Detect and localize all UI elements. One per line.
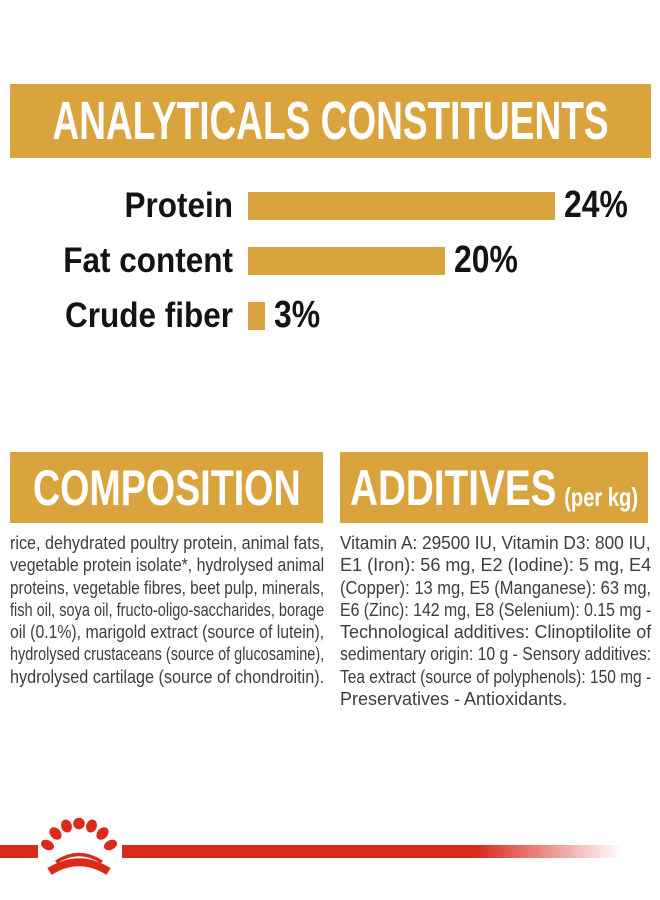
chart-label-fat-content: Fat content xyxy=(63,240,234,280)
analytical-constituents-chart: Protein 24% Fat content 20% Crude fiber … xyxy=(0,178,660,343)
text-line: Technological additives: Clinoptilolite … xyxy=(340,622,652,643)
text-line: sedimentary origin: 10 g - Sensory addit… xyxy=(340,644,652,665)
text-line: (Copper): 13 mg, E5 (Manganese): 63 mg, xyxy=(340,577,652,598)
additives-title-group: ADDITIVES (per kg) xyxy=(350,459,638,517)
text-line: E6 (Zinc): 142 mg, E8 (Selenium): 0.15 m… xyxy=(340,599,652,620)
crown-arc-thin xyxy=(55,852,103,864)
paw-pad-icon xyxy=(103,839,118,851)
brand-stripe-left xyxy=(0,845,38,858)
additives-header-band: ADDITIVES (per kg) xyxy=(340,452,648,523)
text-line: Tea extract (source of polyphenols): 150… xyxy=(340,666,652,687)
text-line: fish oil, soya oil, fructo-oligo-sacchar… xyxy=(10,599,325,620)
text-line: vegetable protein isolate*, hydrolysed a… xyxy=(10,555,325,576)
text-line: oil (0.1%), marigold extract (source of … xyxy=(10,622,325,643)
chart-bar-fat-content xyxy=(248,246,445,275)
paw-pad-icon xyxy=(61,819,72,833)
paw-pad-icon xyxy=(49,827,62,840)
additives-per-kg-label: (per kg) xyxy=(564,481,639,512)
text-line: Vitamin A: 29500 IU, Vitamin D3: 800 IU, xyxy=(340,533,651,553)
paw-pad-icon xyxy=(86,819,97,833)
paw-pad-icon xyxy=(73,817,85,830)
composition-header-band: COMPOSITION xyxy=(10,452,323,523)
crown-arc-thick xyxy=(47,858,111,875)
chart-row-fat-content: Fat content 20% xyxy=(0,233,660,288)
paw-pad-icon xyxy=(40,839,55,851)
composition-paragraph: rice, dehydrated poultry protein, animal… xyxy=(10,532,324,688)
text-line: E1 (Iron): 56 mg, E2 (Iodine): 5 mg, E4 xyxy=(340,555,652,576)
text-line: Preservatives - Antioxidants. xyxy=(340,689,568,710)
chart-bar-protein xyxy=(248,191,555,220)
chart-value-protein: 24% xyxy=(564,184,628,226)
text-line: proteins, vegetable fibres, beet pulp, m… xyxy=(10,577,325,598)
chart-label-crude-fiber: Crude fiber xyxy=(64,295,233,335)
paw-pad-icon xyxy=(96,827,109,840)
chart-label-protein: Protein xyxy=(124,185,233,225)
chart-value-fat-content: 20% xyxy=(454,239,518,281)
composition-title: COMPOSITION xyxy=(32,459,301,516)
text-line: hydrolysed crustaceans (source of glucos… xyxy=(10,644,325,665)
chart-row-protein: Protein 24% xyxy=(0,178,660,233)
brand-stripe-right xyxy=(122,845,660,858)
chart-row-crude-fiber: Crude fiber 3% xyxy=(0,288,660,343)
chart-bar-crude-fiber xyxy=(248,301,265,330)
analyticals-title: ANALYTICALS CONSTITUENTS xyxy=(52,91,609,151)
text-line: hydrolysed cartilage (source of chondroi… xyxy=(10,666,325,687)
text-line: rice, dehydrated poultry protein, animal… xyxy=(10,533,325,553)
analyticals-header-band: ANALYTICALS CONSTITUENTS xyxy=(10,84,651,158)
additives-title: ADDITIVES xyxy=(349,459,557,516)
chart-value-crude-fiber: 3% xyxy=(274,294,321,336)
royal-canin-crown-paw-logo xyxy=(40,817,118,875)
additives-paragraph: Vitamin A: 29500 IU, Vitamin D3: 800 IU,… xyxy=(340,532,651,710)
